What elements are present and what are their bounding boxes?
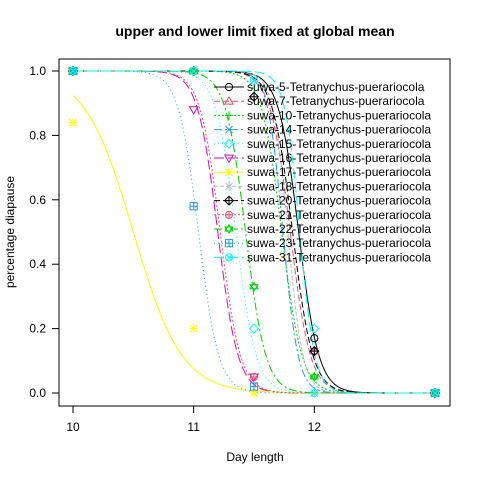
legend-marker	[223, 138, 235, 149]
legend-marker	[224, 253, 234, 262]
data-point	[309, 346, 320, 357]
data-point	[248, 323, 260, 334]
legend-marker	[225, 125, 233, 134]
fitted-curve	[73, 70, 435, 394]
data-point	[68, 118, 78, 127]
data-point	[309, 371, 320, 383]
legend-marker	[224, 168, 234, 177]
y-tick-label: 1.0	[29, 64, 46, 78]
axes: 10 11 12 0.0 0.2 0.4 0.6 0.8 1.0	[29, 64, 321, 434]
data-point	[310, 388, 319, 398]
data-point	[249, 382, 259, 391]
x-axis: 10 11 12	[66, 405, 322, 434]
legend-label: suwa-23-Tetranychus-puerariocola	[247, 236, 431, 250]
legend-label: suwa-18-Tetranychus-puerariocola	[247, 179, 431, 193]
data-point	[248, 91, 260, 102]
legend-marker	[225, 182, 233, 191]
y-tick-label: 0.2	[29, 322, 46, 336]
data-point	[188, 106, 199, 115]
y-axis-label: percentage diapause	[3, 176, 17, 288]
legend-item: suwa-14-Tetranychus-puerariocola	[214, 123, 431, 137]
data-point	[310, 334, 319, 343]
legend-label: suwa-5-Tetranychus-puerariocola	[247, 80, 425, 94]
legend-item: suwa-5-Tetranychus-puerariocola	[214, 80, 425, 94]
data-point	[249, 281, 259, 292]
legend-label: suwa-7-Tetranychus-puerariocola	[247, 94, 425, 108]
data-points	[67, 65, 441, 399]
fitted-curves	[72, 70, 435, 394]
legend-label: suwa-17-Tetranychus-puerariocola	[247, 165, 431, 179]
y-tick-label: 0.8	[29, 128, 46, 142]
legend: suwa-5-Tetranychus-puerariocolasuwa-7-Te…	[214, 80, 431, 264]
legend-label: suwa-20-Tetranychus-puerariocola	[247, 194, 431, 208]
legend-item: suwa-18-Tetranychus-puerariocola	[214, 179, 431, 193]
legend-item: suwa-10-Tetranychus-puerariocola	[214, 108, 431, 122]
legend-marker	[224, 210, 234, 219]
data-point	[249, 372, 259, 381]
data-point	[189, 324, 198, 333]
chart-title: upper and lower limit fixed at global me…	[115, 23, 394, 39]
legend-marker	[223, 195, 235, 206]
y-tick-label: 0.0	[29, 386, 46, 400]
x-tick-label: 12	[308, 420, 322, 434]
data-point	[68, 66, 78, 76]
y-axis: 0.0 0.2 0.4 0.6 0.8 1.0	[29, 64, 60, 400]
legend-item: suwa-16-Tetranychus-puerariocola	[214, 151, 431, 165]
x-axis-label: Day length	[226, 450, 283, 464]
data-point	[249, 76, 259, 85]
legend-item: suwa-7-Tetranychus-puerariocola	[214, 94, 425, 108]
legend-marker	[224, 111, 234, 120]
legend-marker	[223, 96, 235, 105]
legend-label: suwa-15-Tetranychus-puerariocola	[247, 137, 431, 151]
x-tick-label: 11	[187, 420, 200, 434]
legend-item: suwa-20-Tetranychus-puerariocola	[214, 194, 431, 208]
x-tick-label: 10	[66, 420, 80, 434]
legend-marker	[224, 82, 234, 92]
y-tick-label: 0.6	[29, 193, 46, 207]
legend-marker	[224, 223, 234, 235]
data-point	[430, 388, 440, 398]
legend-label: suwa-21-Tetranychus-puerariocola	[247, 208, 431, 222]
legend-item: suwa-22-Tetranychus-puerariocola	[214, 222, 431, 236]
legend-marker	[223, 154, 235, 164]
legend-label: suwa-16-Tetranychus-puerariocola	[247, 151, 431, 165]
legend-item: suwa-21-Tetranychus-puerariocola	[214, 208, 431, 222]
legend-label: suwa-31-Tetranychus-puerariocola	[247, 250, 431, 264]
data-point	[309, 323, 320, 334]
legend-label: suwa-14-Tetranychus-puerariocola	[247, 123, 431, 137]
data-point	[189, 202, 198, 211]
legend-label: suwa-10-Tetranychus-puerariocola	[247, 108, 431, 122]
data-point	[188, 65, 199, 77]
y-tick-label: 0.4	[29, 257, 46, 271]
legend-item: suwa-15-Tetranychus-puerariocola	[214, 137, 431, 151]
legend-item: suwa-31-Tetranychus-puerariocola	[214, 250, 431, 264]
legend-item: suwa-23-Tetranychus-puerariocola	[214, 236, 431, 250]
legend-marker	[224, 239, 234, 248]
legend-item: suwa-17-Tetranychus-puerariocola	[214, 165, 431, 179]
legend-label: suwa-22-Tetranychus-puerariocola	[247, 222, 431, 236]
data-point	[189, 66, 198, 76]
